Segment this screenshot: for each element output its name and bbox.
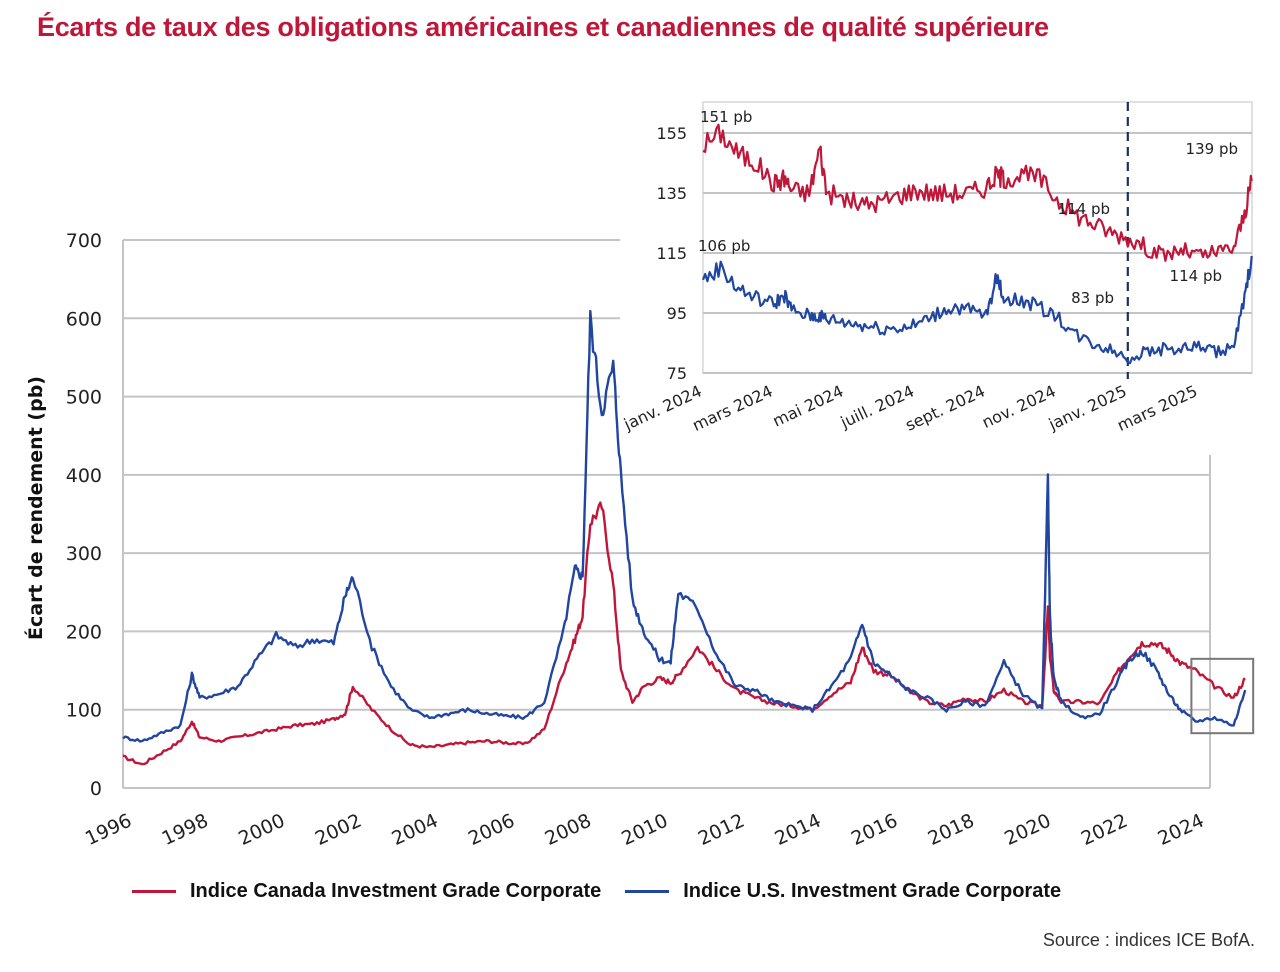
inset-y-tick-label: 155: [656, 124, 687, 143]
inset-annotation: 114 pb: [1170, 267, 1222, 285]
inset-series-us: [701, 255, 1253, 365]
chart-title: Écarts de taux des obligations américain…: [37, 12, 1049, 42]
y-tick-label: 200: [66, 621, 102, 643]
x-tick-label: 2020: [1001, 810, 1054, 850]
highlight-box: [1190, 657, 1255, 735]
y-tick-label: 100: [66, 700, 102, 722]
y-axis-label: Écart de rendement (pb): [24, 376, 47, 640]
inset-y-tick-label: 75: [667, 364, 687, 383]
inset-y-tick-label: 115: [656, 244, 687, 263]
inset-gridlines: [702, 101, 1253, 379]
inset-series: [701, 123, 1253, 365]
legend-label-us: Indice U.S. Investment Grade Corporate: [683, 880, 1062, 902]
y-tick-label: 700: [66, 230, 102, 252]
legend: Indice Canada Investment Grade Corporate…: [132, 880, 1085, 903]
x-tick-label: 1996: [82, 810, 135, 850]
inset-background: [620, 90, 1260, 450]
y-tick-label: 500: [66, 387, 102, 409]
y-tick-label: 0: [90, 778, 102, 800]
y-tick-label: 300: [66, 543, 102, 565]
x-tick-label: 2014: [771, 810, 824, 850]
x-tick-label: 2018: [925, 810, 978, 850]
x-tick-label: 2016: [848, 810, 901, 850]
inset-annotations: 151 pb 106 pb 114 pb 83 pb 139 pb 114 pb: [698, 108, 1238, 307]
inset-annotation: 83 pb: [1071, 289, 1114, 307]
series-line-us: [122, 309, 1247, 743]
legend-swatch-canada: [132, 890, 176, 893]
x-tick-label: 2010: [618, 810, 671, 850]
inset-series-canada: [702, 123, 1253, 262]
inset-annotation: 114 pb: [1058, 200, 1110, 218]
inset-annotation: 106 pb: [698, 237, 750, 255]
legend-item-us: Indice U.S. Investment Grade Corporate: [625, 880, 1061, 903]
x-tick-label: 2006: [465, 810, 518, 850]
legend-item-canada: Indice Canada Investment Grade Corporate: [132, 880, 601, 903]
legend-label-canada: Indice Canada Investment Grade Corporate: [190, 880, 602, 902]
x-tick-label: 2002: [312, 810, 365, 850]
main-series: [122, 309, 1247, 766]
x-tick-label: 2000: [235, 810, 288, 850]
inset-y-tick-label: 95: [667, 304, 687, 323]
x-tick-label: 2008: [542, 810, 595, 850]
inset-annotation: 139 pb: [1186, 140, 1238, 158]
inset-annotation: 151 pb: [700, 108, 752, 126]
x-tick-label: 2012: [695, 810, 748, 850]
y-tick-label: 600: [66, 308, 102, 330]
y-tick-label: 400: [66, 465, 102, 487]
inset-y-tick-label: 135: [656, 184, 687, 203]
series-line-canada: [122, 501, 1246, 766]
legend-swatch-us: [625, 890, 670, 893]
x-tick-label: 1998: [159, 810, 212, 850]
source-note: Source : indices ICE BofA.: [1042, 930, 1255, 950]
x-tick-label: 2022: [1078, 810, 1131, 850]
x-tick-label: 2004: [388, 810, 441, 850]
x-tick-label: 2024: [1154, 810, 1207, 850]
